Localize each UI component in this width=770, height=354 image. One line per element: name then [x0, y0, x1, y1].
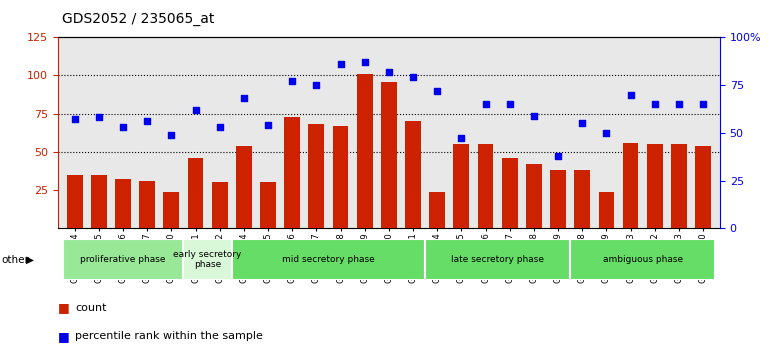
Text: early secretory
phase: early secretory phase	[173, 250, 242, 269]
Point	[648, 101, 661, 107]
Text: count: count	[75, 303, 107, 313]
Text: mid secretory phase: mid secretory phase	[282, 255, 375, 264]
Bar	[116, 179, 131, 228]
Point	[552, 153, 564, 159]
Bar	[236, 146, 252, 228]
Point	[359, 59, 371, 65]
Bar	[183, 239, 232, 280]
Text: ■: ■	[58, 302, 69, 314]
Point	[213, 124, 226, 130]
Bar	[671, 144, 687, 228]
Point	[69, 116, 81, 122]
Bar	[260, 182, 276, 228]
Bar	[139, 181, 155, 228]
Text: percentile rank within the sample: percentile rank within the sample	[75, 331, 263, 341]
Point	[310, 82, 323, 88]
Bar	[477, 144, 494, 228]
Point	[141, 119, 153, 124]
Bar	[425, 239, 570, 280]
Point	[455, 136, 467, 141]
Bar	[62, 239, 183, 280]
Bar	[551, 170, 566, 228]
Bar	[333, 126, 348, 228]
Bar	[381, 81, 397, 228]
Point	[92, 115, 105, 120]
Point	[286, 78, 298, 84]
Bar	[212, 182, 227, 228]
Bar	[695, 146, 711, 228]
Point	[527, 113, 540, 118]
Point	[624, 92, 637, 97]
Bar	[502, 158, 517, 228]
Point	[189, 107, 202, 113]
Bar	[188, 158, 203, 228]
Point	[383, 69, 395, 74]
Text: proliferative phase: proliferative phase	[80, 255, 166, 264]
Point	[480, 101, 492, 107]
Bar	[454, 144, 469, 228]
Bar	[570, 239, 715, 280]
Point	[407, 74, 419, 80]
Bar	[598, 192, 614, 228]
Point	[576, 120, 588, 126]
Point	[600, 130, 612, 136]
Text: late secretory phase: late secretory phase	[451, 255, 544, 264]
Point	[431, 88, 444, 93]
Point	[238, 96, 250, 101]
Text: GDS2052 / 235065_at: GDS2052 / 235065_at	[62, 12, 214, 27]
Bar	[284, 117, 300, 228]
Point	[166, 132, 178, 137]
Bar	[163, 192, 179, 228]
Bar	[623, 143, 638, 228]
Point	[262, 122, 274, 128]
Point	[697, 101, 709, 107]
Bar	[574, 170, 590, 228]
Point	[117, 124, 129, 130]
Bar	[67, 175, 82, 228]
Point	[673, 101, 685, 107]
Bar	[526, 164, 542, 228]
Text: ▶: ▶	[26, 255, 34, 265]
Bar	[430, 192, 445, 228]
Bar	[309, 124, 324, 228]
Bar	[357, 74, 373, 228]
Point	[334, 61, 346, 67]
Bar	[647, 144, 662, 228]
Text: ambiguous phase: ambiguous phase	[603, 255, 683, 264]
Bar	[405, 121, 421, 228]
Bar	[232, 239, 425, 280]
Point	[504, 101, 516, 107]
Bar	[91, 175, 107, 228]
Text: ■: ■	[58, 330, 69, 343]
Text: other: other	[2, 255, 29, 265]
